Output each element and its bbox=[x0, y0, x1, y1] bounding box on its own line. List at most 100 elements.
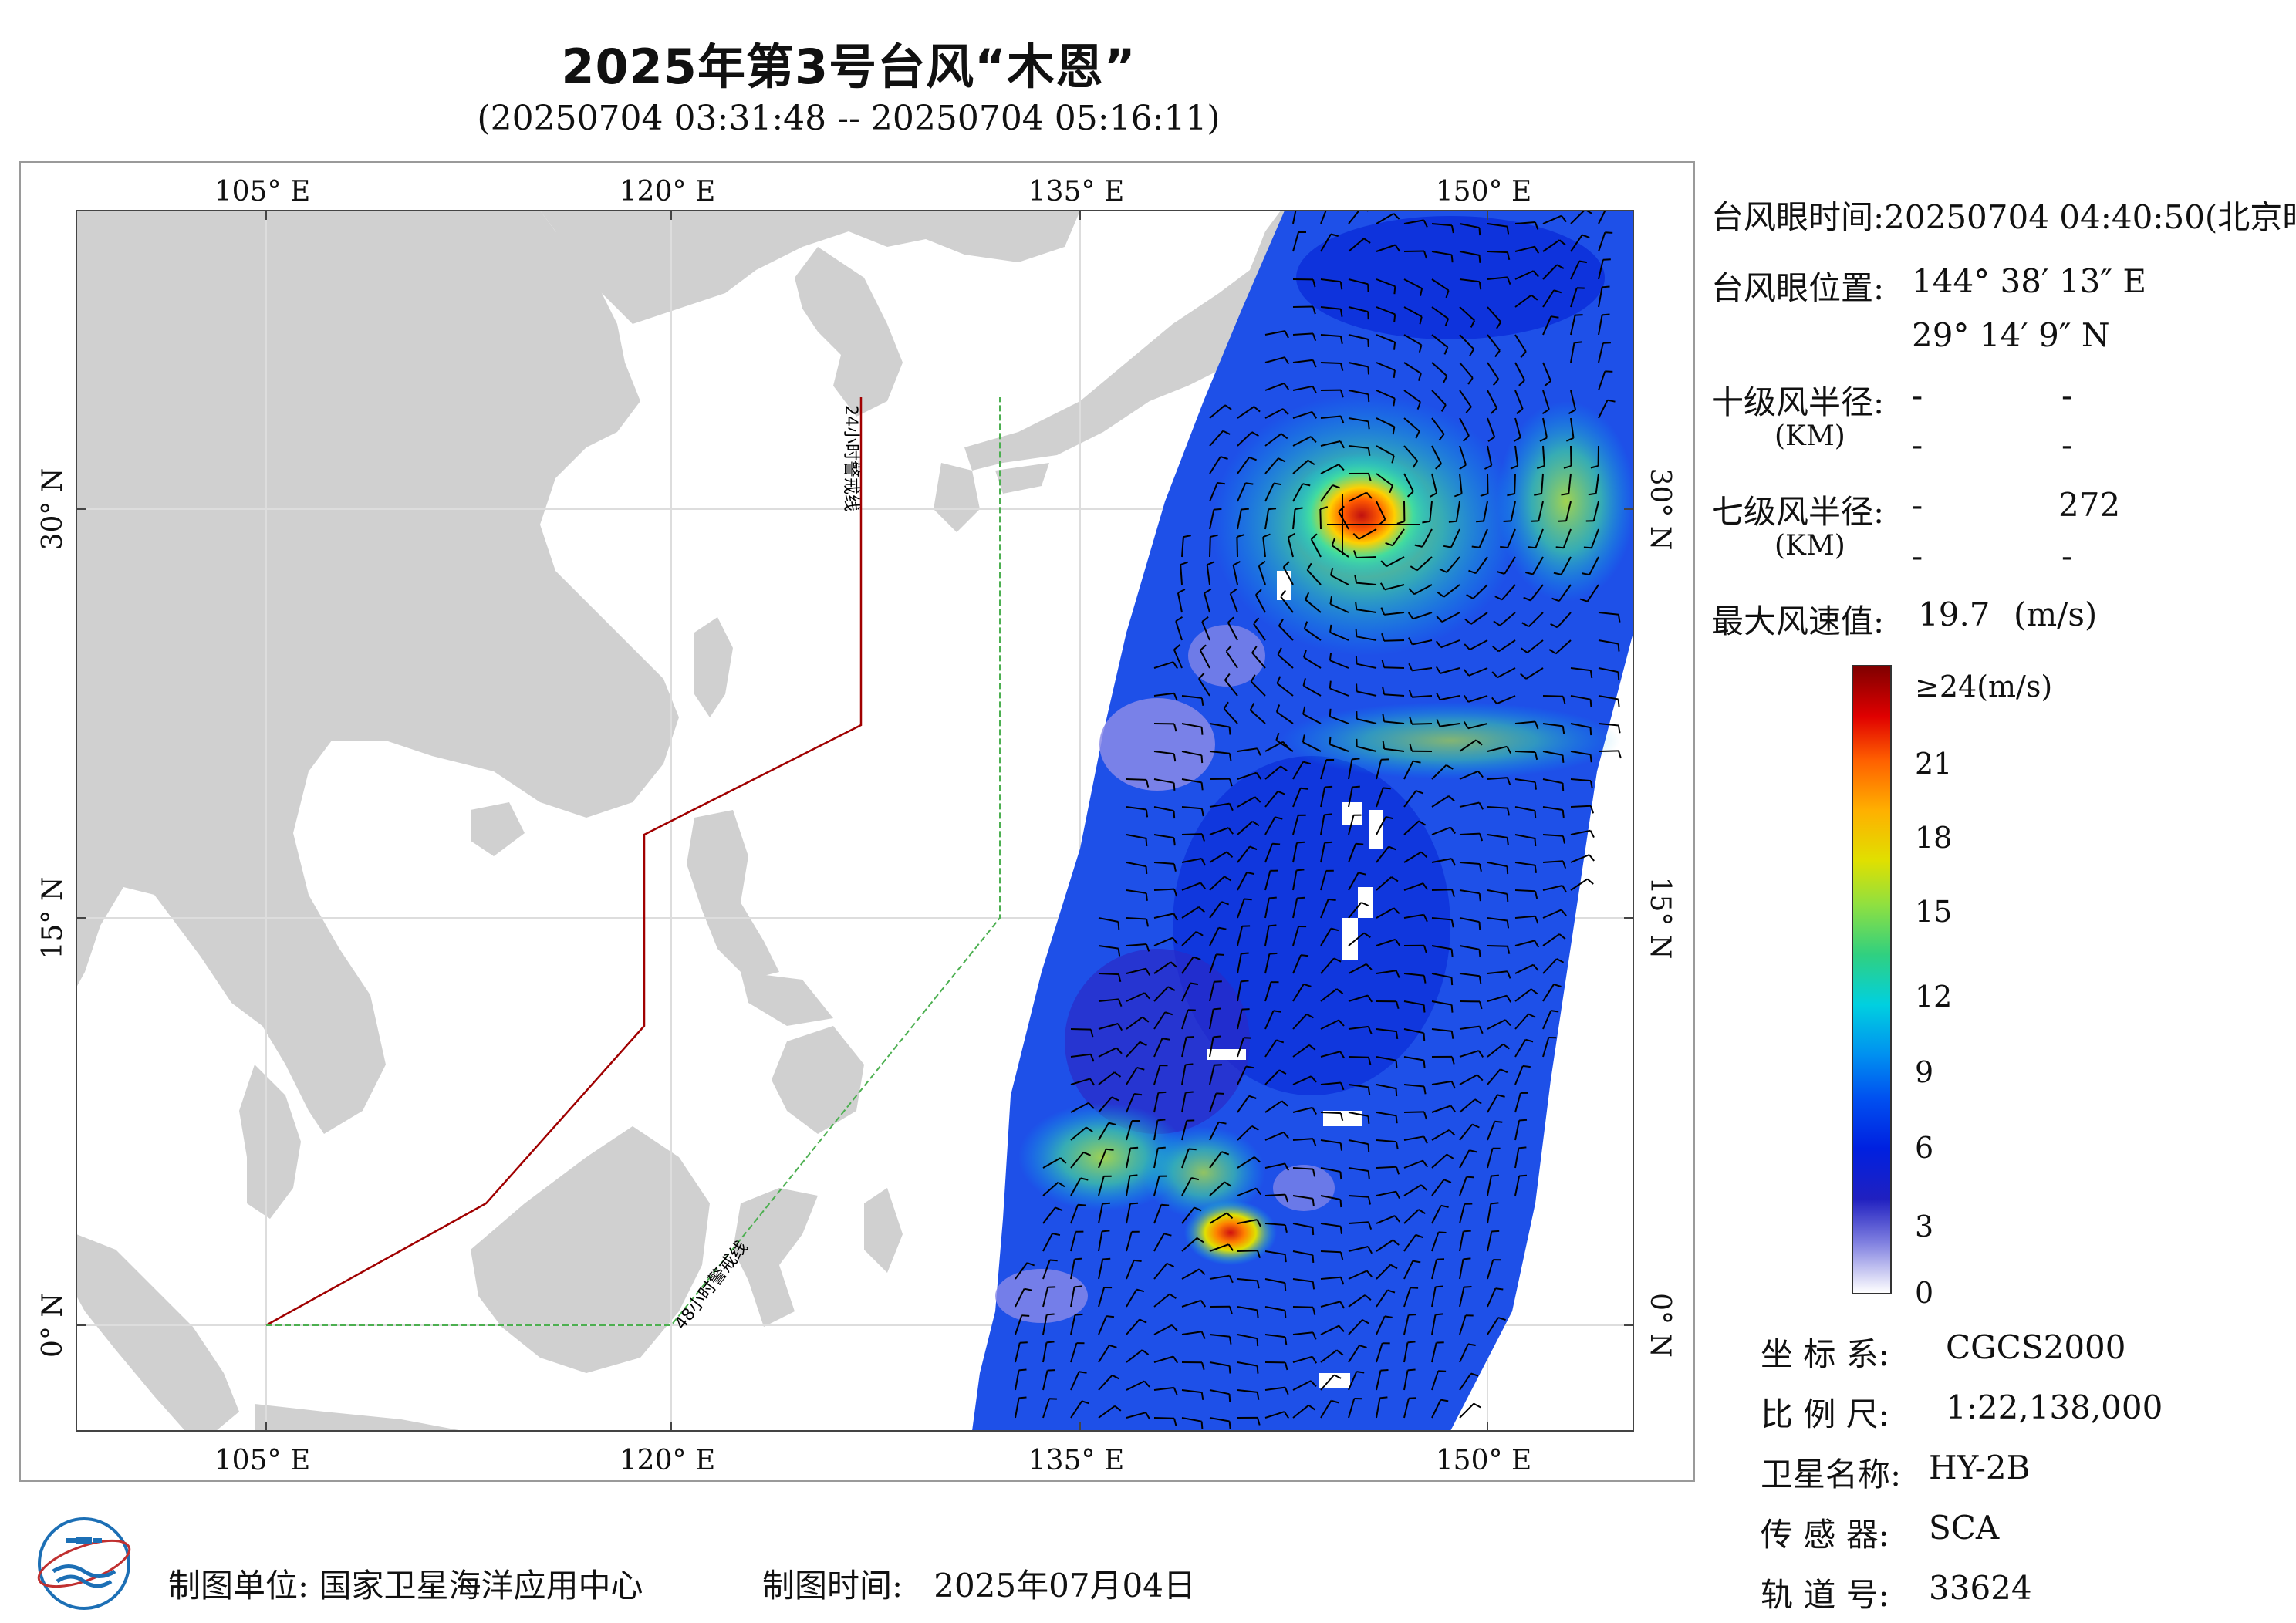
wind-barb-flag bbox=[1356, 683, 1358, 692]
wind-barb bbox=[1431, 362, 1448, 377]
wind-barb bbox=[1153, 1386, 1174, 1391]
wind-barb bbox=[1278, 625, 1294, 641]
wind-barb-flag bbox=[1602, 285, 1610, 288]
wind-barb bbox=[1181, 723, 1202, 728]
wind-barb-flag bbox=[1218, 1121, 1227, 1125]
wind-barb bbox=[1403, 473, 1414, 492]
wind-barb-flag bbox=[1500, 545, 1508, 548]
wind-barb-flag bbox=[1216, 1092, 1224, 1095]
wind-barb-flag bbox=[1450, 949, 1454, 957]
wind-barb bbox=[1514, 862, 1535, 866]
wind-barb-flag bbox=[1520, 351, 1527, 359]
wind-barb bbox=[1487, 917, 1508, 922]
wind-barb-flag bbox=[1256, 1219, 1261, 1227]
wind-barb-flag bbox=[1500, 1068, 1508, 1074]
wind-barb bbox=[1376, 788, 1384, 808]
wind-barb bbox=[1292, 332, 1313, 336]
wind-barb bbox=[1292, 231, 1299, 252]
wind-barb-flag bbox=[1288, 532, 1295, 538]
wind-barb-flag bbox=[1114, 1405, 1122, 1412]
wind-barb bbox=[1392, 528, 1405, 546]
wind-barb-flag bbox=[1296, 869, 1305, 872]
wind-barb-flag bbox=[1210, 534, 1218, 538]
wind-barb bbox=[1514, 1039, 1527, 1058]
wind-barb-flag bbox=[1532, 270, 1539, 278]
wind-barb-flag bbox=[1273, 1010, 1281, 1013]
wind-barb-flag bbox=[1102, 1230, 1110, 1233]
wind-barb bbox=[1126, 1016, 1143, 1030]
wind-barb bbox=[1431, 1205, 1442, 1224]
wind-barb-flag bbox=[1244, 898, 1252, 901]
wind-barb-flag bbox=[1201, 616, 1209, 623]
wind-barb-flag bbox=[1474, 1098, 1482, 1105]
wind-barb-flag bbox=[1173, 782, 1176, 791]
wind-barb-flag bbox=[1338, 464, 1345, 471]
wind-barb bbox=[1206, 565, 1210, 585]
wind-barb bbox=[1542, 315, 1552, 336]
wind-barb bbox=[1070, 1204, 1079, 1224]
wind-barb-flag bbox=[1108, 1122, 1117, 1126]
wind-barb-flag bbox=[1186, 1036, 1194, 1038]
wind-barb bbox=[1514, 778, 1535, 783]
wind-barb bbox=[1126, 992, 1146, 1002]
wind-barb-flag bbox=[1229, 778, 1233, 787]
wind-barb-flag bbox=[1395, 1115, 1398, 1124]
wind-barb-flag bbox=[1331, 1399, 1339, 1404]
wind-barb bbox=[1348, 872, 1359, 891]
wind-barb-flag bbox=[1200, 1331, 1206, 1339]
wind-barb-flag bbox=[1145, 809, 1149, 818]
wind-barb-flag bbox=[1190, 982, 1199, 986]
wind-barb-flag bbox=[1228, 1365, 1231, 1374]
wind-barb-flag bbox=[1563, 465, 1572, 469]
wind-barb bbox=[1403, 1234, 1416, 1252]
wind-barb bbox=[1098, 1071, 1116, 1085]
wind-barb bbox=[1376, 938, 1396, 946]
wind-barb bbox=[1153, 1355, 1174, 1363]
wind-barb-flag bbox=[1359, 1345, 1367, 1348]
wind-barb bbox=[1542, 885, 1563, 891]
wind-barb bbox=[1459, 1098, 1476, 1113]
wind-barb-flag bbox=[1407, 1368, 1416, 1372]
wind-barb-flag bbox=[1307, 459, 1315, 466]
colorbar-tick-12: 12 bbox=[1915, 980, 1953, 1014]
wind-barb-flag bbox=[1339, 282, 1343, 290]
wind-barb bbox=[1542, 214, 1562, 224]
wind-barb bbox=[1403, 334, 1422, 346]
wind-barb-flag bbox=[1052, 1233, 1061, 1237]
eye-lat-value: 29° 14′ 9″ N bbox=[1912, 316, 2110, 354]
wind-barb-flag bbox=[1392, 427, 1396, 435]
wind-barb bbox=[1403, 1342, 1409, 1363]
wind-barb-flag bbox=[1478, 282, 1482, 290]
wind-barb bbox=[1487, 970, 1508, 974]
wind-barb-flag bbox=[1367, 339, 1369, 347]
wind-barb-flag bbox=[1393, 213, 1400, 220]
wind-barb-flag bbox=[1311, 411, 1318, 419]
wind-barb-flag bbox=[1534, 492, 1542, 496]
wind-barb bbox=[1459, 334, 1474, 350]
wind-barb-flag bbox=[1200, 727, 1204, 735]
wind-barb bbox=[1264, 953, 1271, 974]
wind-barb bbox=[1329, 603, 1349, 613]
wind-barb-flag bbox=[1173, 837, 1176, 846]
wind-barb-flag bbox=[1406, 491, 1414, 498]
wind-barb bbox=[1487, 806, 1508, 809]
wind-barb bbox=[1303, 656, 1322, 669]
wind-barb-flag bbox=[1362, 1319, 1370, 1324]
wind-barb bbox=[1431, 1287, 1437, 1308]
wind-barb-flag bbox=[1340, 1252, 1344, 1260]
wind-barb-flag bbox=[1381, 660, 1385, 668]
wind-barb-flag bbox=[1157, 1119, 1166, 1122]
wind-barb bbox=[1209, 404, 1226, 419]
wind-barb bbox=[1098, 998, 1119, 1002]
wind-barb bbox=[1181, 931, 1197, 946]
warning-24h-label: 24小时警戒线 bbox=[841, 405, 860, 511]
wind-barb-flag bbox=[1387, 1289, 1396, 1294]
wind-barb bbox=[1153, 778, 1174, 784]
wind-barb bbox=[1264, 816, 1276, 835]
wind-barb-flag bbox=[1443, 1179, 1452, 1183]
wind-barb bbox=[1514, 1065, 1524, 1085]
wind-barb-flag bbox=[1418, 344, 1423, 353]
wind-barb-flag bbox=[1379, 1396, 1388, 1399]
wind-barb bbox=[1487, 1176, 1492, 1196]
wind-barb-flag bbox=[1201, 1361, 1205, 1371]
